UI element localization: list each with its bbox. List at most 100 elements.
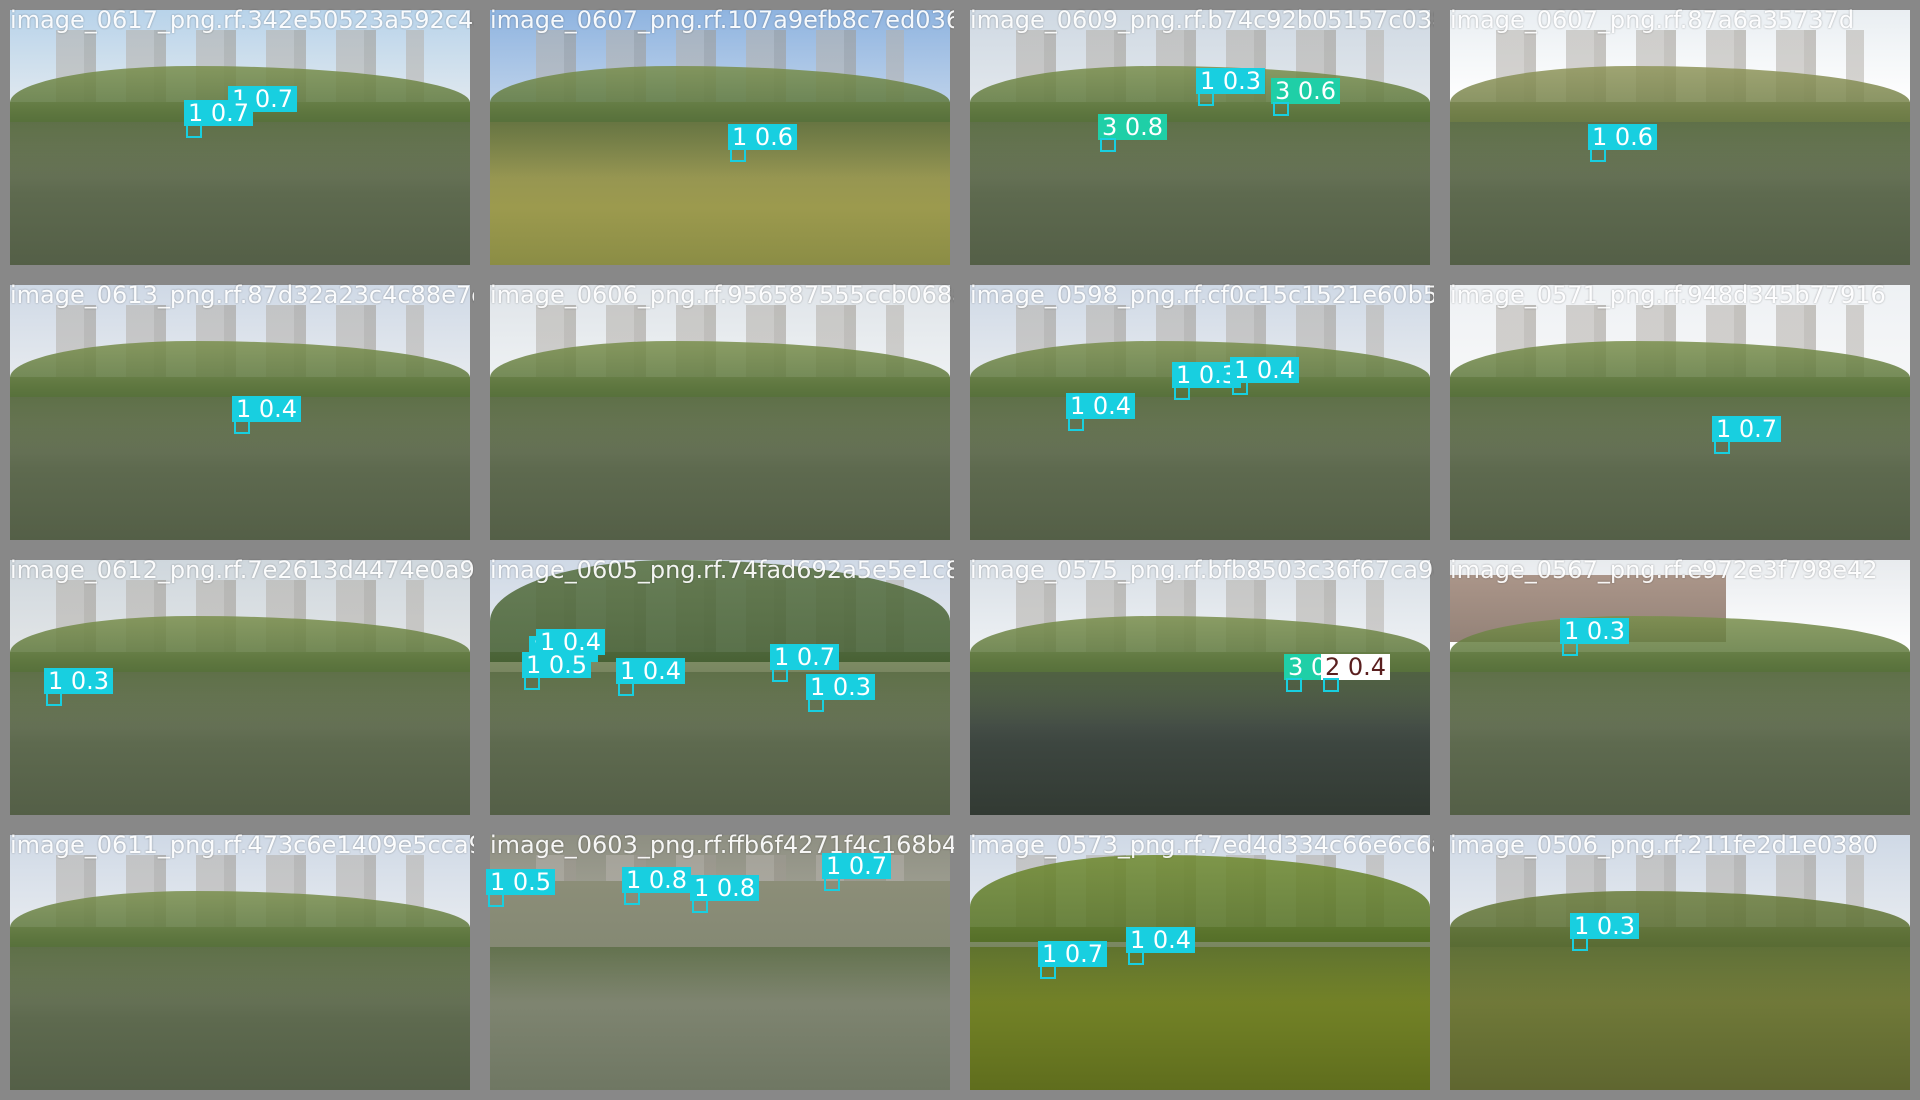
detection-label: 1 0.3: [1196, 68, 1266, 94]
tile-filename: image_0607_png.rf.87a6a35737d: [1450, 6, 1855, 34]
tile-filename: image_0609_png.rf.b74c92b05157c038cf7: [970, 6, 1440, 34]
reflection: [490, 672, 950, 729]
tile-filename: image_0612_png.rf.7e2613d4474e0a9ae3605: [10, 556, 475, 584]
tile-filename: image_0606_png.rf.956587555ccb068a6c3558: [490, 281, 954, 309]
result-tile: image_0605_png.rf.74fad692a5e5e1c8a2e487…: [480, 550, 960, 825]
result-tile: image_0607_png.rf.87a6a35737d 1 0.6: [1440, 0, 1920, 275]
detection-box: [488, 893, 504, 907]
reflection: [1450, 122, 1910, 179]
water-scene-photo: [970, 285, 1430, 540]
detection-label: 1 0.3: [806, 674, 876, 700]
result-tile: image_0617_png.rf.342e50523a592c4a441860…: [0, 0, 480, 275]
reflection: [10, 122, 470, 179]
detection-box: [234, 420, 250, 434]
detection-box: [524, 676, 540, 690]
reflection: [1450, 947, 1910, 1004]
result-tile: image_0567_png.rf.e972e3f798e42 1 0.3: [1440, 550, 1920, 825]
result-tile: image_0607_png.rf.107a9efb8c7ed036c3e0ed…: [480, 0, 960, 275]
result-tile: image_0609_png.rf.b74c92b05157c038cf7 1 0…: [960, 0, 1440, 275]
detection-label: 1 0.4: [232, 396, 302, 422]
result-tile: image_0612_png.rf.7e2613d4474e0a9ae3605 1…: [0, 550, 480, 825]
reflection: [970, 397, 1430, 454]
tile-filename: image_0607_png.rf.107a9efb8c7ed036c3e0ed…: [490, 6, 960, 34]
tile-filename: image_0573_png.rf.7ed4d334c66e6c6ab64965…: [970, 831, 1434, 859]
result-tile: image_0613_png.rf.87d32a23c4c88e7e4e0f 1 …: [0, 275, 480, 550]
detection-box: [624, 891, 640, 905]
result-tile: image_0611_png.rf.473c6e1409e5cca9a8e360…: [0, 825, 480, 1100]
detection-box: [730, 148, 746, 162]
result-tile: image_0575_png.rf.bfb8503c36f67ca94b0967…: [960, 550, 1440, 825]
detection-box: [1128, 951, 1144, 965]
detection-box: [1714, 440, 1730, 454]
detection-box: [692, 899, 708, 913]
tile-filename: image_0506_png.rf.211fe2d1e0380: [1450, 831, 1878, 859]
water-scene-photo: [490, 285, 950, 540]
detection-box: [1286, 678, 1302, 692]
detection-label: 3 0.6: [1271, 78, 1341, 104]
detection-box: [824, 877, 840, 891]
detection-label: 1 0.7: [822, 853, 892, 879]
detection-label: 1 0.5: [522, 652, 592, 678]
tile-filename: image_0571_png.rf.948d345b77916: [1450, 281, 1886, 309]
detection-box: [1198, 92, 1214, 106]
water-scene-photo: [1450, 285, 1910, 540]
tile-filename: image_0613_png.rf.87d32a23c4c88e7e4e0f: [10, 281, 474, 309]
detection-box: [1590, 148, 1606, 162]
water-scene-photo: [10, 10, 470, 265]
reflection: [10, 947, 470, 1004]
tile-filename: image_0611_png.rf.473c6e1409e5cca9a8e360…: [10, 831, 474, 859]
result-tile: image_0571_png.rf.948d345b77916 1 0.7: [1440, 275, 1920, 550]
detection-box: [186, 124, 202, 138]
result-tile: image_0598_png.rf.cf0c15c1521e60b5ab0d 1 …: [960, 275, 1440, 550]
detection-label: 1 0.4: [1126, 927, 1196, 953]
tile-filename: image_0598_png.rf.cf0c15c1521e60b5ab0d: [970, 281, 1439, 309]
detection-label: 1 0.4: [1066, 393, 1136, 419]
water-scene-photo: [1450, 10, 1910, 265]
reflection: [490, 397, 950, 454]
tile-filename: image_0575_png.rf.bfb8503c36f67ca94b0967: [970, 556, 1434, 584]
detection-label: 1 0.6: [1588, 124, 1658, 150]
detection-box: [1323, 678, 1339, 692]
detection-label: 1 0.6: [728, 124, 798, 150]
detection-box: [1100, 138, 1116, 152]
detection-label: 1 0.3: [1560, 618, 1630, 644]
tile-filename: image_0567_png.rf.e972e3f798e42: [1450, 556, 1878, 584]
reflection: [970, 122, 1430, 179]
detection-box: [46, 692, 62, 706]
detection-label: 1 0.7: [1712, 416, 1782, 442]
reflection: [970, 672, 1430, 729]
tile-filename: image_0605_png.rf.74fad692a5e5e1c8a2e487…: [490, 556, 960, 584]
water-scene-photo: [10, 835, 470, 1090]
detection-label: 1 0.4: [1230, 357, 1300, 383]
detection-label: 1 0.4: [536, 629, 606, 655]
reflection: [490, 947, 950, 1004]
water-scene-photo: [10, 285, 470, 540]
result-tile: image_0606_png.rf.956587555ccb068a6c3558: [480, 275, 960, 550]
detection-box: [1562, 642, 1578, 656]
detection-box: [1174, 386, 1190, 400]
detection-label: 1 0.8: [690, 875, 760, 901]
detection-label: 1 0.5: [486, 869, 556, 895]
detection-box: [808, 698, 824, 712]
result-tile: image_0506_png.rf.211fe2d1e0380 1 0.3: [1440, 825, 1920, 1100]
detection-label: 1 0.3: [1172, 362, 1242, 388]
detection-label: 1 0.8: [622, 867, 692, 893]
water-scene-photo: [1450, 835, 1910, 1090]
detection-label: 2 0.4: [1321, 654, 1391, 680]
detection-box: [772, 668, 788, 682]
detection-box: [618, 682, 634, 696]
reflection: [490, 122, 950, 179]
detection-box: [1068, 417, 1084, 431]
reflection: [1450, 397, 1910, 454]
detection-label: 1 0.3: [1570, 913, 1640, 939]
detection-label: 1 0.7: [770, 644, 840, 670]
water-scene-photo: [490, 560, 950, 815]
reflection: [1450, 672, 1910, 729]
detection-label: 1 0.3: [44, 668, 114, 694]
water-scene-photo: [970, 835, 1430, 1090]
result-tile: image_0573_png.rf.7ed4d334c66e6c6ab64965…: [960, 825, 1440, 1100]
tile-filename: image_0617_png.rf.342e50523a592c4a441860: [10, 6, 474, 34]
water-scene-photo: [1450, 560, 1910, 815]
detection-box: [1572, 937, 1588, 951]
